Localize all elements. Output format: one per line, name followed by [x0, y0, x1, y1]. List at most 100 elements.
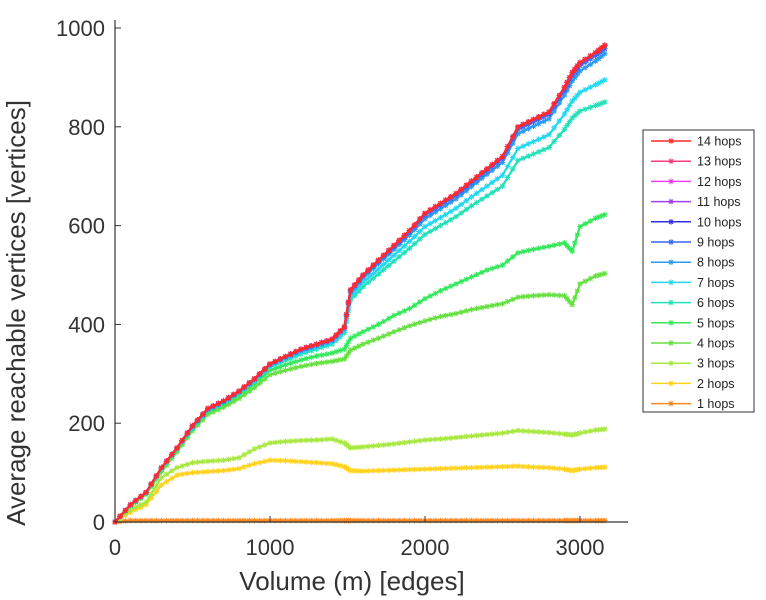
marker: [442, 219, 449, 226]
marker: [200, 411, 206, 417]
marker: [510, 254, 516, 260]
data-point: [282, 367, 289, 374]
marker: [582, 64, 588, 71]
marker: [520, 428, 526, 434]
marker: [442, 465, 449, 472]
marker: [386, 262, 392, 269]
marker: [520, 293, 526, 300]
marker: [210, 458, 216, 464]
marker: [574, 63, 581, 69]
marker: [510, 166, 516, 172]
marker: [504, 163, 511, 170]
data-point: [468, 517, 475, 524]
series-2-hops: [112, 457, 608, 525]
marker: [396, 247, 402, 254]
data-point: [313, 437, 320, 443]
data-point: [468, 203, 475, 209]
marker: [556, 92, 563, 99]
y-tick-label: 1000: [56, 16, 105, 41]
data-point: [499, 517, 506, 524]
marker: [494, 176, 501, 182]
data-point: [569, 72, 576, 79]
marker: [572, 294, 578, 301]
marker: [432, 217, 439, 224]
marker: [417, 221, 423, 227]
marker: [225, 517, 232, 524]
marker: [551, 138, 557, 145]
legend-label: 14 hops: [697, 135, 741, 149]
marker: [324, 359, 330, 365]
data-point: [360, 272, 366, 278]
marker: [587, 61, 594, 68]
marker: [351, 288, 358, 295]
data-point: [406, 232, 413, 238]
marker: [566, 298, 573, 305]
data-point: [577, 89, 583, 96]
series-line: [114, 78, 606, 523]
data-point: [602, 45, 608, 52]
marker: [225, 456, 232, 463]
marker: [494, 301, 501, 308]
marker: [541, 134, 547, 140]
marker: [541, 517, 547, 524]
marker: [564, 79, 570, 86]
marker: [184, 470, 191, 477]
data-point: [205, 405, 211, 412]
marker: [458, 517, 464, 524]
marker: [479, 269, 485, 276]
data-point: [205, 458, 211, 465]
marker: [370, 324, 377, 330]
marker: [556, 100, 563, 106]
marker: [572, 431, 578, 438]
data-point: [437, 436, 444, 442]
data-point: [602, 99, 608, 105]
marker: [556, 118, 563, 124]
marker: [473, 174, 480, 180]
data-point: [453, 196, 459, 202]
data-point: [569, 248, 576, 255]
data-point: [484, 431, 490, 438]
marker: [411, 438, 418, 445]
marker: [598, 271, 605, 278]
marker: [582, 429, 588, 435]
data-point: [569, 301, 576, 308]
marker: [148, 491, 154, 497]
marker: [303, 437, 309, 444]
marker: [582, 220, 588, 227]
series-4-hops: [112, 270, 608, 525]
data-point: [484, 517, 490, 524]
marker: [337, 347, 344, 354]
marker: [380, 467, 387, 474]
data-point: [515, 124, 521, 130]
marker: [256, 444, 263, 450]
data-point: [561, 87, 568, 94]
data-point: [484, 193, 490, 199]
marker: [448, 193, 454, 200]
marker: [541, 146, 547, 153]
y-tick-label: 0: [93, 510, 105, 535]
marker: [365, 517, 371, 524]
marker: [566, 74, 573, 81]
legend: 14 hops 13 hops 12 hops 11 hops 10 hops 9 hop…: [642, 129, 755, 413]
marker: [401, 439, 408, 446]
data-point: [592, 215, 599, 221]
marker: [582, 106, 588, 112]
marker: [525, 428, 532, 435]
data-point: [468, 306, 475, 313]
data-point: [602, 42, 608, 49]
marker: [411, 302, 418, 309]
data-point: [530, 151, 537, 157]
legend-marker: [668, 158, 674, 164]
marker: [520, 463, 526, 470]
marker: [598, 48, 605, 54]
marker: [458, 210, 464, 216]
data-point: [127, 506, 134, 513]
marker: [572, 74, 578, 81]
data-point: [546, 116, 552, 122]
data-point: [375, 271, 382, 277]
marker: [370, 337, 377, 344]
marker: [566, 77, 573, 84]
marker: [535, 292, 542, 299]
marker: [566, 102, 573, 109]
marker: [510, 154, 516, 161]
